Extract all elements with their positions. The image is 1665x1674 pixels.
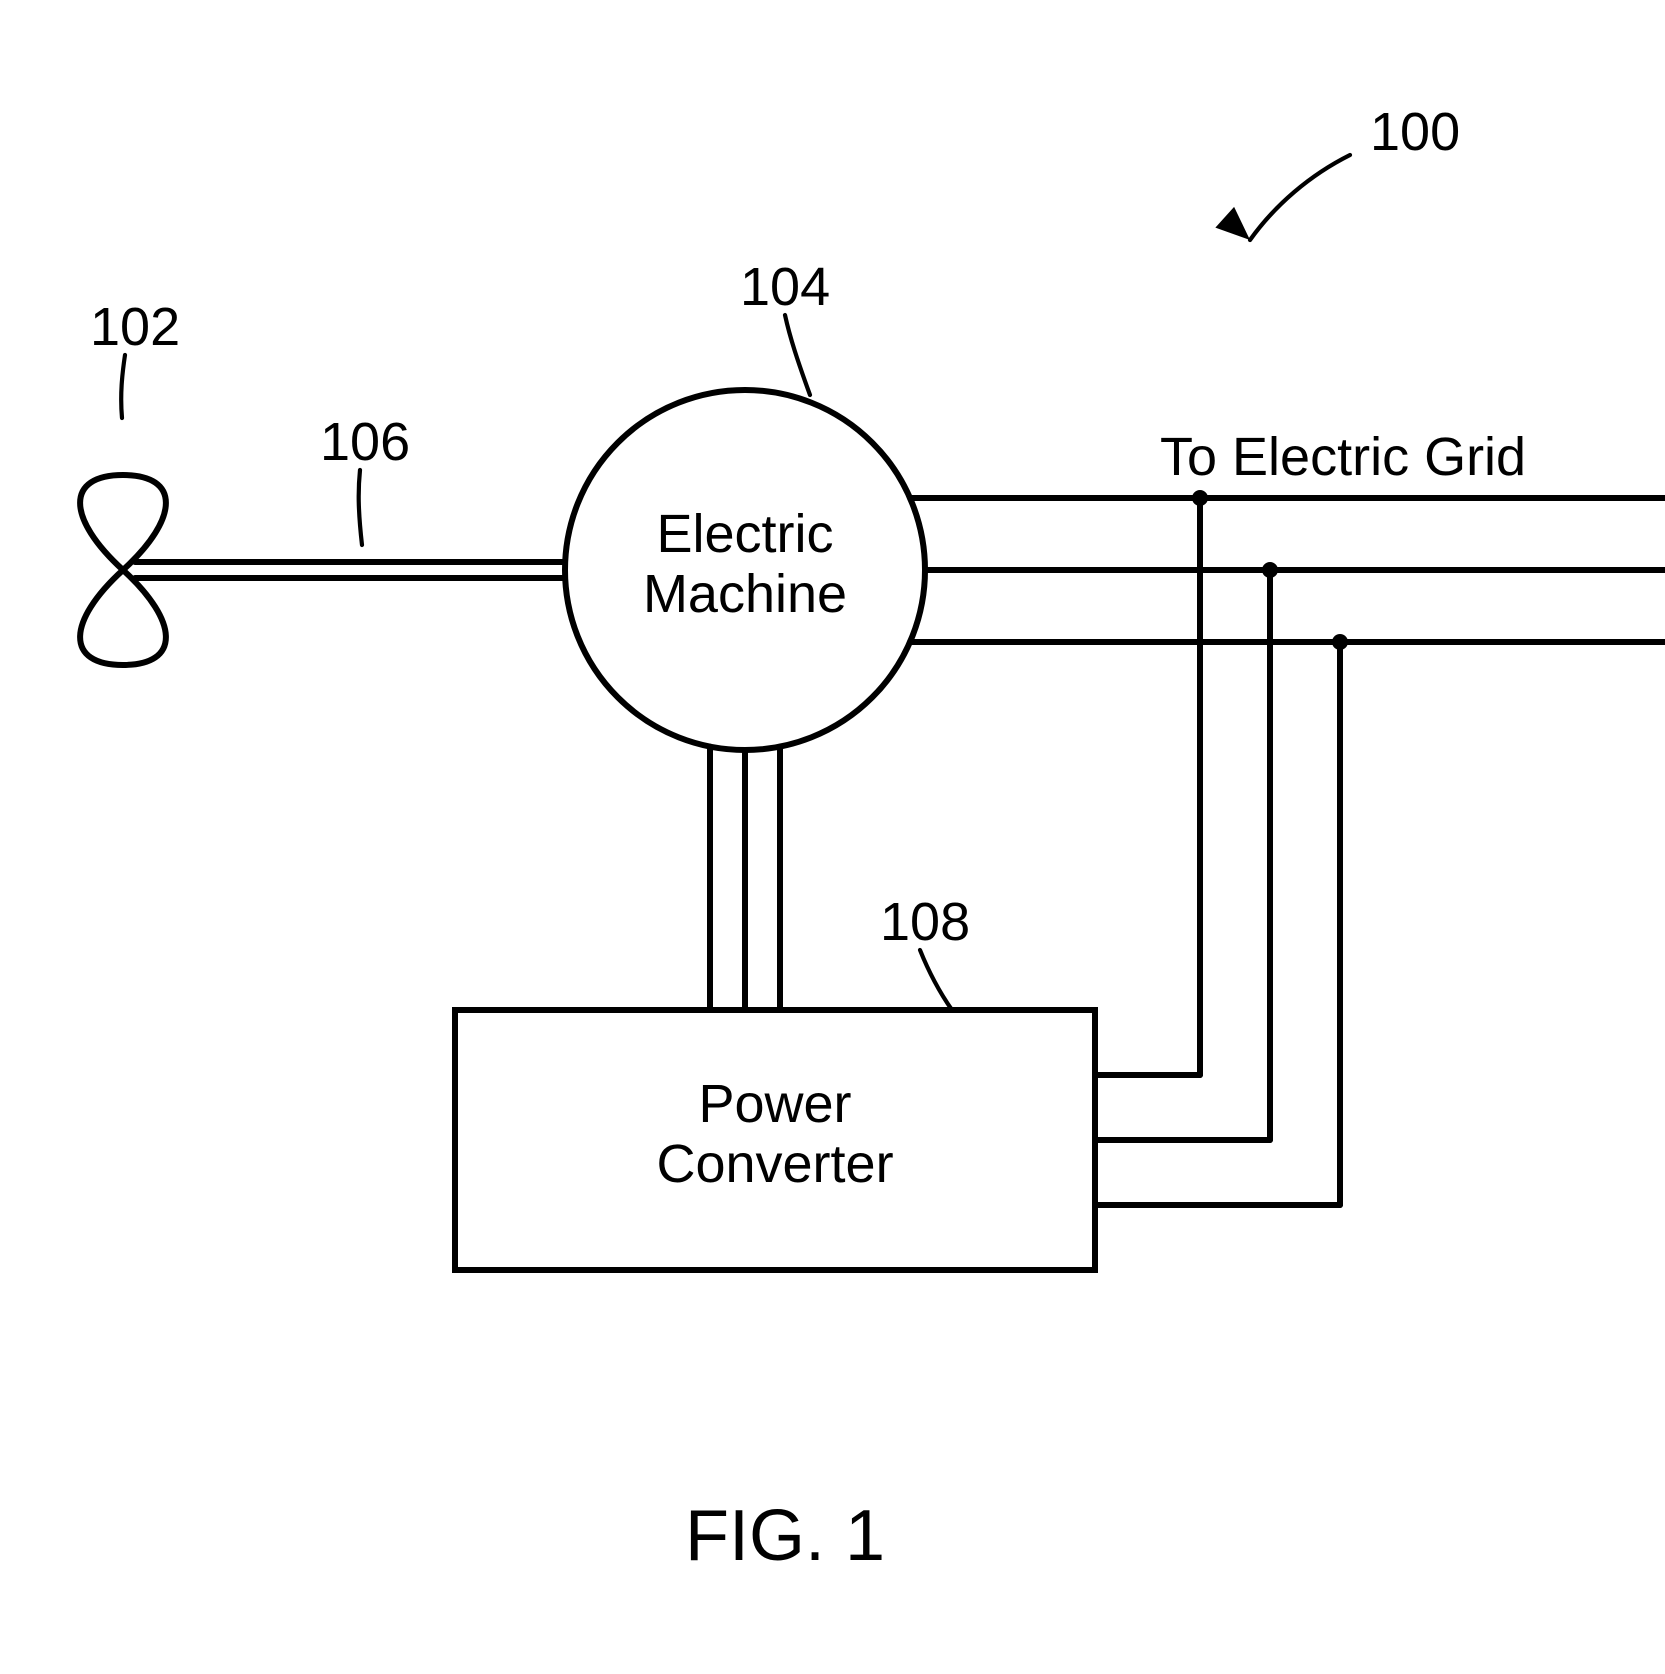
leader-shaft — [359, 470, 362, 545]
propeller-icon — [80, 475, 166, 665]
label-fig_label: FIG. 1 — [685, 1496, 885, 1576]
electric-machine-label-bottom: Machine — [643, 564, 847, 624]
leader-system-arrowhead — [1215, 207, 1259, 251]
label-grid_label: To Electric Grid — [1160, 427, 1526, 487]
label-shaft_ref: 106 — [320, 412, 410, 472]
leader-converter — [920, 950, 952, 1010]
label-machine_ref: 104 — [740, 257, 830, 317]
leader-propeller — [121, 355, 125, 418]
leader-system — [1250, 155, 1350, 240]
electric-machine-label-top: Electric — [656, 504, 833, 564]
power-converter-label-top: Power — [698, 1074, 851, 1134]
leader-machine — [785, 315, 810, 395]
power-converter-label-bottom: Converter — [656, 1134, 893, 1194]
label-converter_ref: 108 — [880, 892, 970, 952]
label-propeller_ref: 102 — [90, 297, 180, 357]
label-system_ref: 100 — [1370, 102, 1460, 162]
